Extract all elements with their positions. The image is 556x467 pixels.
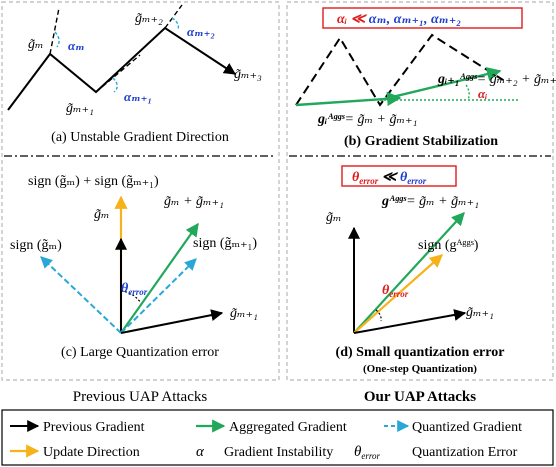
label-sign-gm1: sign (g̃ₘ₊₁) <box>193 236 257 251</box>
theta-large-sub: error <box>407 176 426 186</box>
label-am2: αₘ₊₂ <box>187 24 215 39</box>
caption-c: (c) Large Quantization error <box>61 345 219 360</box>
legend-frame <box>1 409 554 466</box>
angle-arc-am2 <box>171 17 180 31</box>
label-am: αₘ <box>68 38 85 53</box>
legend-theta: θ <box>354 444 362 460</box>
label-alpha-i: αᵢ <box>478 86 487 101</box>
d-eq-rhs: = g̃ₘ + g̃ₘ₊₁ <box>406 194 479 209</box>
label-gsum: g̃ₘ + g̃ₘ₊₁ <box>164 194 224 209</box>
theta-small-sub: error <box>359 176 378 186</box>
eq-gi: gᵢᴬᵍᵍˢ= g̃ₘ + g̃ₘ₊₁ <box>317 112 417 127</box>
angle-arc-am <box>54 31 60 48</box>
d-eq-lhs: gᴬᵍᵍˢ <box>381 194 407 209</box>
d-gm1-arrow <box>353 309 467 334</box>
label-c-gm1: g̃ₘ₊₁ <box>230 306 258 321</box>
label-d-gm: g̃ₘ <box>326 210 342 225</box>
previous-gradient-dashed-path <box>295 33 504 107</box>
d-update-arrow <box>353 254 443 334</box>
panel-b: αᵢ ≪ αₘ, αₘ₊₁, αₘ₊₂ gᵢ₊₁ᴬᵍᵍˢ= g̃ₘ₊₂ + g̃… <box>295 7 556 149</box>
extension-line-am1 <box>95 54 141 93</box>
right-panel-frame <box>286 1 554 381</box>
alpha-m-list: αₘ, αₘ₊₁, αₘ₊₂ <box>369 12 461 27</box>
panel-d: θerror ≪ θerror gᴬᵍᵍˢ= g̃ₘ + g̃ₘ₊₁ g̃ₘ s… <box>326 165 505 375</box>
aggregated-arrow <box>120 222 199 334</box>
label-gm: g̃ₘ <box>28 37 44 52</box>
eq-gi-rhs: = g̃ₘ + g̃ₘ₊₁ <box>345 112 418 127</box>
angle-arc-alpha-i <box>465 84 470 101</box>
section-title-left: Previous UAP Attacks <box>73 389 208 405</box>
extension-line-am2 <box>164 4 183 29</box>
eq-gi-lhs: gᵢᴬᵍᵍˢ <box>317 112 345 127</box>
label-theta-d: θerror <box>382 283 409 299</box>
angle-arc-theta-c <box>120 290 142 304</box>
legend-quantized-label: Quantized Gradient <box>412 420 522 435</box>
d-aggregated-arrow <box>353 212 465 334</box>
legend-instability-label: Gradient Instability <box>224 445 333 460</box>
section-title-right: Our UAP Attacks <box>364 389 476 405</box>
legend-quant-error-label: Quantization Error <box>412 445 518 460</box>
legend: Previous Gradient Aggregated Gradient Qu… <box>1 409 554 466</box>
label-sign-gm: sign (g̃ₘ) <box>10 238 62 253</box>
theta-large: θ <box>400 170 408 185</box>
left-panel-frame <box>1 1 280 381</box>
theta-c-sub: error <box>128 287 147 297</box>
much-less-sign: ≪ <box>378 170 400 185</box>
label-sign-sum: sign (g̃ₘ) + sign (g̃ₘ₊₁) <box>28 174 159 189</box>
legend-theta-sub: error <box>361 451 380 461</box>
box-alpha-comparison <box>322 7 523 29</box>
legend-alpha-symbol: α <box>196 444 205 460</box>
caption-d: (d) Small quantization error <box>336 345 505 360</box>
eq-gi1-lhs: gᵢ₊₁ᴬᵍᵍˢ <box>437 72 477 87</box>
label-c-gm: g̃ₘ <box>94 207 110 222</box>
theta-d: θ <box>382 283 390 298</box>
caption-a: (a) Unstable Gradient Direction <box>51 130 229 145</box>
label-sign-agg: sign (gᴬᵍᵍˢ) <box>418 238 479 253</box>
label-gm3: g̃ₘ₊₃ <box>234 67 262 82</box>
legend-aggregated-label: Aggregated Gradient <box>229 420 347 435</box>
theta-d-sub: error <box>389 289 408 299</box>
label-theta-c: θerror <box>121 281 148 297</box>
box-theta-text: θerror ≪ θerror <box>352 170 427 186</box>
caption-b: (b) Gradient Stabilization <box>344 134 498 149</box>
angle-arc-am1 <box>112 77 118 93</box>
aggregated-gradient-i1 <box>379 67 502 102</box>
box-theta-comparison <box>341 165 457 187</box>
panel-a: g̃ₘ αₘ g̃ₘ₊₁ αₘ₊₁ g̃ₘ₊₂ αₘ₊₂ g̃ₘ₊₃ (a) U… <box>7 4 262 145</box>
label-gm1: g̃ₘ₊₁ <box>66 101 94 116</box>
subcaption-d: (One-step Quantization) <box>363 363 477 375</box>
theta-small: θ <box>352 170 360 185</box>
gm1-arrow <box>120 309 224 334</box>
legend-update-label: Update Direction <box>43 445 140 460</box>
d-equation: gᴬᵍᵍˢ= g̃ₘ + g̃ₘ₊₁ <box>381 194 479 209</box>
eq-gi1: gᵢ₊₁ᴬᵍᵍˢ= g̃ₘ₊₂ + g̃ₘ₊₃ <box>437 72 556 87</box>
theta-c: θ <box>121 281 129 296</box>
label-am1: αₘ₊₁ <box>124 89 152 104</box>
legend-previous-label: Previous Gradient <box>43 420 145 435</box>
label-gm2: g̃ₘ₊₂ <box>135 11 163 26</box>
legend-theta-symbol: θerror <box>354 444 381 461</box>
label-d-gm1: g̃ₘ₊₁ <box>466 305 494 320</box>
eq-gi1-rhs: = g̃ₘ₊₂ + g̃ₘ₊₃ <box>477 72 556 87</box>
quantized-gm-arrow <box>40 256 122 334</box>
angle-arc-theta-d <box>375 309 382 322</box>
box-alpha-text: αᵢ ≪ αₘ, αₘ₊₁, αₘ₊₂ <box>337 12 461 27</box>
panel-c: sign (g̃ₘ) + sign (g̃ₘ₊₁) g̃ₘ g̃ₘ + g̃ₘ₊… <box>10 174 258 360</box>
alpha-i-in-box: αᵢ ≪ <box>337 12 369 27</box>
